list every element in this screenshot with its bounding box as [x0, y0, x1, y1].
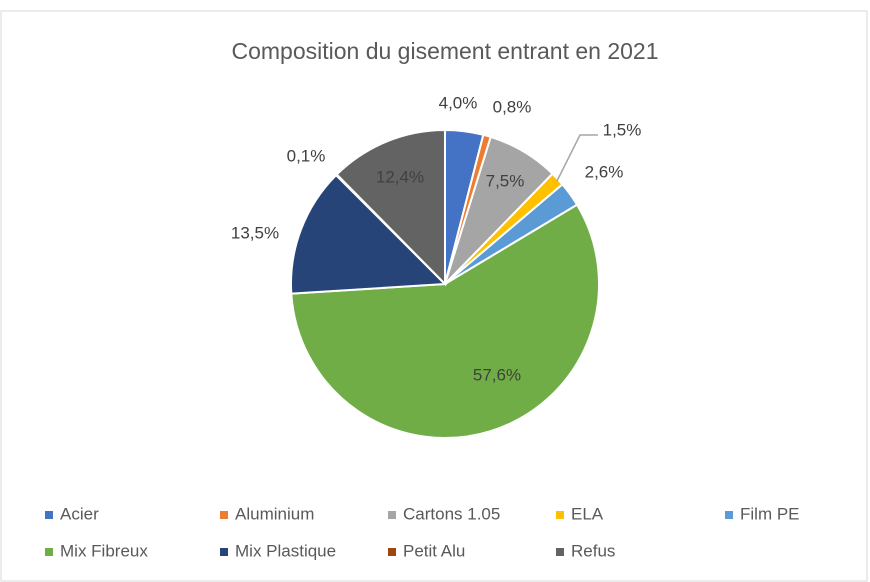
data-label: 1,5% — [603, 120, 642, 139]
legend-label: Acier — [60, 504, 99, 523]
data-label: 57,6% — [473, 365, 521, 384]
legend-label: Film PE — [740, 504, 800, 523]
legend-swatch — [45, 548, 53, 556]
data-label: 4,0% — [439, 93, 478, 112]
leader-line — [556, 134, 598, 182]
legend-swatch — [388, 511, 396, 519]
legend-label: Mix Fibreux — [60, 541, 148, 560]
chart-title: Composition du gisement entrant en 2021 — [231, 38, 658, 64]
pie-slice — [290, 203, 600, 439]
legend-label: Refus — [571, 541, 615, 560]
data-label: 13,5% — [231, 223, 279, 242]
legend-label: Mix Plastique — [235, 541, 336, 560]
legend-swatch — [45, 511, 53, 519]
legend-swatch — [556, 548, 564, 556]
legend-swatch — [556, 511, 564, 519]
data-label: 7,5% — [486, 171, 525, 190]
legend-label: Cartons 1.05 — [403, 504, 500, 523]
data-label: 2,6% — [585, 162, 624, 181]
legend-label: ELA — [571, 504, 604, 523]
data-label: 0,1% — [287, 146, 326, 165]
data-label: 12,4% — [376, 167, 424, 186]
legend-label: Aluminium — [235, 504, 314, 523]
legend-swatch — [725, 511, 733, 519]
legend-swatch — [220, 511, 228, 519]
pie-slice — [335, 128, 446, 287]
data-label: 0,8% — [493, 97, 532, 116]
legend-swatch — [388, 548, 396, 556]
legend-label: Petit Alu — [403, 541, 465, 560]
legend-swatch — [220, 548, 228, 556]
pie-slice — [290, 173, 448, 295]
